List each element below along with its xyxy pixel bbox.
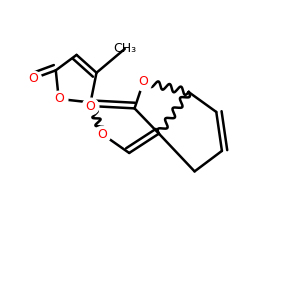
Text: O: O	[28, 72, 38, 85]
Text: O: O	[98, 128, 107, 141]
Text: O: O	[54, 92, 64, 105]
Text: O: O	[85, 100, 95, 112]
Text: CH₃: CH₃	[113, 42, 136, 56]
Text: O: O	[139, 75, 148, 88]
